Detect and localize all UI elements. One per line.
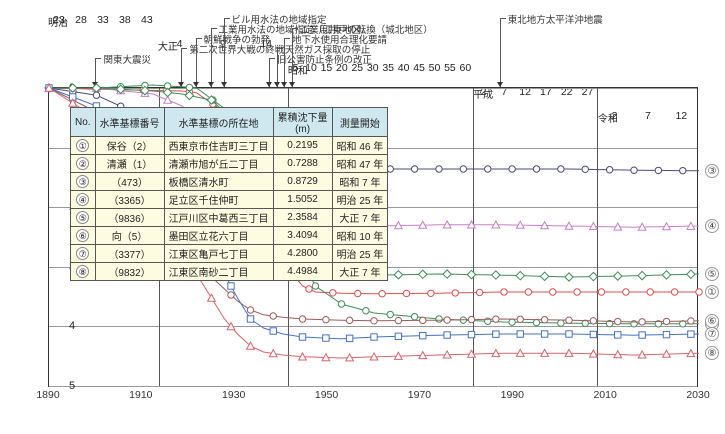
table-row: ④ （3365） 足立区千住仲町 1.5052 明治 25 年 xyxy=(71,191,388,209)
year-tick-label: 1910 xyxy=(129,389,152,401)
annotation-label: 東北地方太平洋沖地震 xyxy=(508,12,603,26)
table-header-cell: 水準基標の所在地 xyxy=(164,108,273,137)
table-header-cell: No. xyxy=(71,108,96,137)
subsidence-data-table: No. 水準基標番号 水準基標の所在地 累積沈下量 (m) 測量開始 ① 保谷（2） 西東京市住… xyxy=(70,107,388,281)
table-row: ① 保谷（2） 西東京市住吉町三丁目 0.2195 昭和 46 年 xyxy=(71,137,388,155)
series-number-badge: ⑦ xyxy=(705,327,719,341)
year-tick-label: 2030 xyxy=(686,389,709,401)
table-header-cell: 累積沈下量 (m) xyxy=(273,108,332,137)
year-tick-label: 1930 xyxy=(222,389,245,401)
series-number-badge: ⑥ xyxy=(705,314,719,328)
year-tick-label: 1990 xyxy=(501,389,524,401)
table-header-cell: 水準基標番号 xyxy=(95,108,164,137)
table-row: ⑤ （9836） 江戸川区中葛西三丁目 2.3584 大正 7 年 xyxy=(71,209,388,227)
year-tick-label: 2010 xyxy=(593,389,616,401)
chart-container: 明治 23 28 33 38 43 大正 4 9 14 昭和 5 10 15 20 25 30 35 40 45 50 5… xyxy=(10,12,715,412)
series-number-badge: ③ xyxy=(705,164,719,178)
annotation-label: 工業用井戸の転換（城北地区） xyxy=(300,22,433,36)
year-axis: 1890 1910 1930 1950 1970 1990 2010 2030 xyxy=(48,389,698,403)
year-tick-label: 1950 xyxy=(315,389,338,401)
annotation-labels: 関東大震災 第二次世界大戦の終戦 朝鮮戦争の勃発 工業用水法の地域指定（江東地区） ビル… xyxy=(10,12,715,87)
series-number-badge: ⑤ xyxy=(705,267,719,281)
table-header-cell: 測量開始 xyxy=(332,108,388,137)
annotation-label: 関東大震災 xyxy=(103,52,151,66)
table-row: ⑦ （3377） 江東区亀戸七丁目 4.2800 明治 25 年 xyxy=(71,245,388,263)
series-number-badge: ⑧ xyxy=(705,346,719,360)
year-tick-label: 1890 xyxy=(36,389,59,401)
table-row: ② 清瀬（1） 清瀬市旭が丘二丁目 0.7288 昭和 47 年 xyxy=(71,155,388,173)
table-row: ⑥ 向（5） 墨田区立花六丁目 3.4094 昭和 10 年 xyxy=(71,227,388,245)
series-number-badge: ④ xyxy=(705,219,719,233)
year-tick-label: 1970 xyxy=(408,389,431,401)
series-number-badge: ① xyxy=(705,285,719,299)
table-row: ⑧ （9832） 江東区南砂二丁目 4.4984 大正 7 年 xyxy=(71,263,388,281)
table-row: ③ （473） 板橋区清水町 0.8729 昭和 7 年 xyxy=(71,173,388,191)
